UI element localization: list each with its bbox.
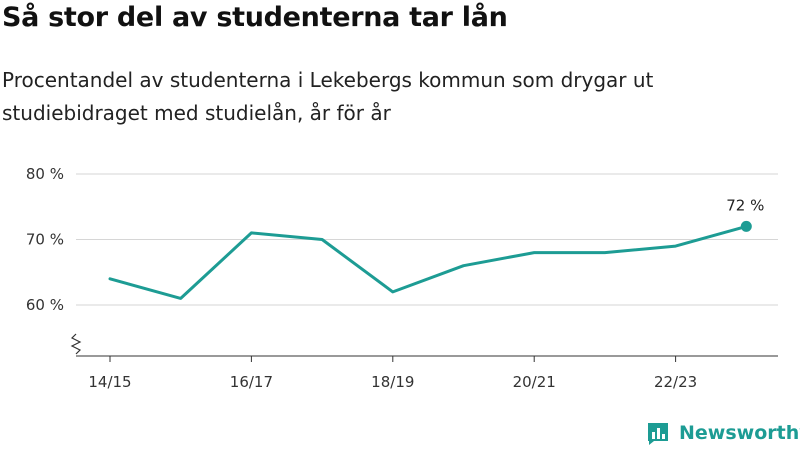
chart-subtitle: Procentandel av studenterna i Lekebergs …: [2, 68, 654, 125]
series-line: [108, 224, 748, 300]
x-axis: [70, 333, 778, 357]
x-tick-label: 18/19: [371, 373, 414, 391]
data-point: [740, 220, 752, 232]
y-tick-label: 70 %: [26, 231, 64, 249]
annotations: 72 %: [726, 196, 764, 232]
x-tick-label: 22/23: [654, 373, 697, 391]
gridlines: [76, 173, 778, 306]
x-tick-label: 20/21: [513, 373, 556, 391]
data-label: 72 %: [726, 196, 764, 214]
brand-logo: Newsworthy: [645, 420, 800, 446]
bar-chart-logo-icon: [648, 423, 668, 445]
x-tick-label: 16/17: [230, 373, 273, 391]
y-tick-label: 80 %: [26, 165, 64, 183]
chart-title: Så stor del av studenterna tar lån: [2, 2, 508, 33]
y-tick-label: 60 %: [26, 296, 64, 314]
y-axis-labels: 60 % 70 % 80 %: [26, 165, 64, 314]
series: [108, 224, 748, 300]
x-axis-labels: 14/15 16/17 18/19 20/21 22/23: [88, 356, 697, 391]
x-tick-label: 14/15: [88, 373, 131, 391]
brand-name: Newsworthy: [679, 422, 800, 444]
axis-break-icon: [70, 333, 82, 355]
